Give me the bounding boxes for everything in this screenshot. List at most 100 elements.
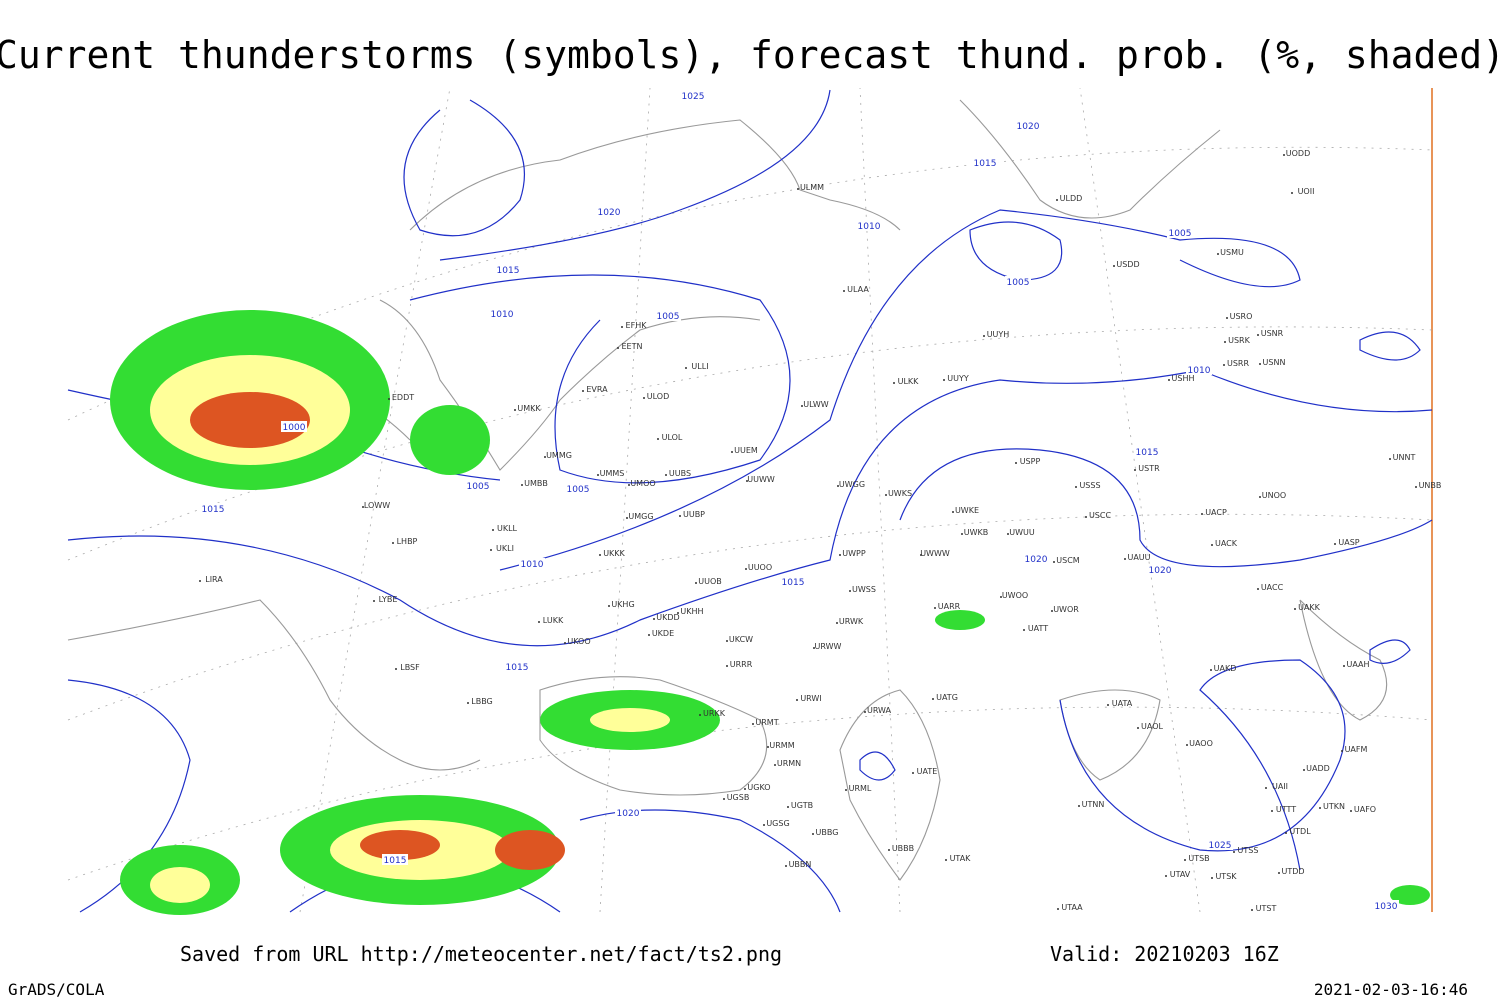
station-dot [1165,875,1167,877]
isobar-label-bg [200,503,226,514]
station-code: UKOO [567,637,590,646]
station-code: UUBP [683,510,705,519]
station-code: UBBB [892,844,914,853]
station-dot [774,764,776,766]
station-code: EFHK [626,321,648,330]
station-code: UWOR [1053,605,1079,614]
isobar-label-bg [615,807,641,818]
station-dot [1186,744,1188,746]
station-dot [745,568,747,570]
station-dot [1075,486,1077,488]
station-dot [864,711,866,713]
isobar-label-bg [680,90,706,101]
station-dot [628,484,630,486]
isobar-label: 1010 [858,222,881,232]
isobar-label-bg [1186,364,1212,375]
station-dot [544,456,546,458]
station-dot [1113,265,1115,267]
station-code: UATT [1028,624,1048,633]
station-dot [490,549,492,551]
station-dot [796,699,798,701]
station-code: URMT [755,718,778,727]
software-credit: GrADS/COLA [8,980,105,999]
isobar-label: 1020 [1025,555,1048,565]
station-code: EVRA [586,385,608,394]
station-code: UAFM [1345,745,1368,754]
station-code: EDDT [392,393,414,402]
station-dot [1415,486,1417,488]
station-code: UUEM [734,446,758,455]
isobar-labels: 1025 1020 1015 1020 1010 1005 1005 1015 1010 1005… [200,90,1399,912]
station-dot [1211,544,1213,546]
isobar-label: 1010 [1188,366,1211,376]
station-dot [1341,750,1343,752]
station-dot [1257,334,1259,336]
isobar-label: 1000 [283,423,306,433]
isobar-label: 1005 [567,485,590,495]
station-code: UWUU [1009,528,1035,537]
station-code: UUYY [947,374,969,383]
station-code: LUKK [543,616,564,625]
station-dot [597,474,599,476]
station-dot [731,451,733,453]
station-code: USDD [1116,260,1139,269]
station-dot [1210,669,1212,671]
station-dot [1319,807,1321,809]
station-dot [1107,704,1109,706]
station-dot [1233,851,1235,853]
stations: ULMM ULDD UODD UOII USDD USMU ULAA EFHK EETN ULLI… [199,149,1441,913]
station-code: USCC [1089,511,1112,520]
station-code: LIRA [205,575,223,584]
isobar-label: 1005 [657,312,680,322]
isobar-label: 1020 [1149,566,1172,576]
station-code: UAKD [1214,664,1237,673]
station-code: ULWW [803,400,828,409]
station-code: ULOL [662,433,683,442]
isobar-label-bg [489,308,515,319]
station-dot [837,485,839,487]
timestamp: 2021-02-03-16:46 [1314,980,1468,999]
station-dot [744,788,746,790]
station-dot [608,605,610,607]
isobar-label-bg [382,854,408,865]
isobar-label-bg [1134,446,1160,457]
isobar-label: 1005 [1169,229,1192,239]
station-dot [648,634,650,636]
station-code: UKKK [603,549,625,558]
station-code: UWKS [888,489,912,498]
station-code: UWSS [852,585,876,594]
station-dot [920,554,922,556]
station-code: UAKK [1298,603,1321,612]
station-code: UWPP [842,549,866,558]
isobar-label-bg [465,480,491,491]
station-dot [1134,469,1136,471]
station-dot [746,480,748,482]
isobar-label: 1020 [1017,122,1040,132]
isobar-label-bg [596,206,622,217]
station-dot [1271,810,1273,812]
station-code: UAII [1272,782,1288,791]
coastlines [67,99,1388,881]
station-code: URMN [777,759,801,768]
station-dot [1278,872,1280,874]
station-code: UATE [917,767,938,776]
isobar-label: 1020 [598,208,621,218]
station-dot [726,665,728,667]
station-code: UGTB [791,801,813,810]
station-code: USNN [1263,358,1286,367]
isobar-label: 1015 [974,159,997,169]
station-dot [801,405,803,407]
station-dot [1224,341,1226,343]
station-dot [767,746,769,748]
isobar-label: 1010 [491,310,514,320]
isobar-label-bg [565,483,591,494]
station-code: UTAK [950,854,972,863]
station-code: UBBN [789,860,812,869]
station-dot [1283,154,1285,156]
station-code: UNOO [1262,491,1286,500]
station-code: UODD [1286,149,1310,158]
station-code: UGSB [727,793,750,802]
station-code: URWA [867,706,892,715]
station-code: UACK [1215,539,1238,548]
station-code: USNR [1261,329,1284,338]
